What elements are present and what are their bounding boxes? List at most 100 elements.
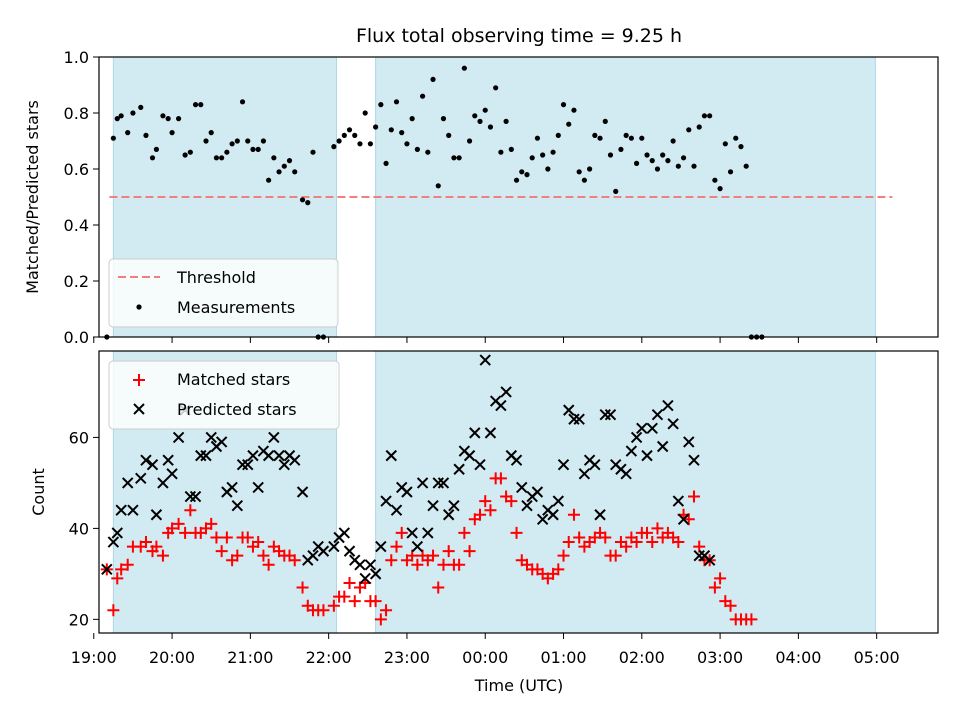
matched-star-point — [609, 549, 622, 562]
y-tick-label: 0.6 — [64, 160, 89, 179]
measurement-point — [286, 158, 293, 164]
y-tick-label: 60 — [69, 428, 89, 447]
measurement-point — [419, 93, 426, 99]
predicted-star-point — [442, 509, 455, 521]
matched-star-point — [262, 558, 275, 571]
measurement-point — [362, 110, 368, 116]
predicted-star-point — [604, 408, 617, 421]
measurement-point — [555, 132, 561, 138]
matched-star-point — [252, 536, 265, 549]
matched-star-point — [179, 526, 192, 539]
measurement-point — [114, 116, 120, 122]
predicted-star-point — [135, 472, 147, 485]
y-tick-label: 0.8 — [64, 104, 89, 123]
measurement-point — [203, 138, 209, 144]
measurement-point — [613, 188, 619, 194]
predicted-star-point — [307, 549, 319, 562]
legend-measurements-label: Measurements — [177, 298, 295, 317]
matched-star-point — [437, 558, 450, 571]
matched-star-point — [573, 531, 586, 544]
predicted-star-point — [375, 540, 387, 553]
predicted-star-point — [463, 449, 476, 462]
predicted-star-point — [552, 495, 565, 507]
matched-star-point — [484, 504, 497, 517]
predicted-star-point — [380, 495, 392, 507]
x-axis-label: Time (UTC) — [474, 676, 563, 695]
measurement-point — [292, 169, 298, 175]
predicted-star-point — [510, 454, 523, 466]
predicted-star-point — [172, 431, 185, 444]
matched-star-point — [552, 563, 565, 576]
measurement-point — [727, 169, 734, 175]
measurement-point — [733, 135, 739, 141]
predicted-star-point — [531, 486, 544, 498]
matched-star-point — [630, 536, 643, 549]
legend-matched-label: Matched stars — [177, 370, 290, 389]
measurement-point — [255, 146, 261, 152]
measurement-point — [571, 107, 577, 113]
measurement-point — [701, 113, 708, 119]
measurement-point — [503, 118, 509, 124]
matched-star-point — [562, 536, 575, 549]
measurement-point — [357, 141, 363, 147]
matched-star-point — [567, 508, 580, 521]
measurement-point — [219, 155, 225, 161]
measurement-point — [675, 163, 681, 169]
ratio-panel: 0.0 0.2 0.4 0.6 0.8 1.0 Threshold Measurements — [64, 48, 939, 347]
matched-star-point — [714, 572, 727, 585]
predicted-star-point — [630, 431, 643, 444]
matched-star-point — [150, 540, 163, 553]
measurement-point — [110, 135, 116, 141]
predicted-star-point — [474, 459, 486, 471]
measurement-point — [305, 200, 311, 206]
predicted-star-point — [401, 486, 413, 498]
predicted-star-point — [646, 422, 658, 435]
predicted-star-point — [693, 549, 705, 562]
predicted-star-point — [157, 477, 169, 489]
measurement-point — [346, 127, 353, 133]
measurement-point — [680, 155, 687, 161]
matched-star-point — [288, 554, 301, 567]
predicted-star-point — [536, 513, 549, 525]
predicted-star-point — [594, 509, 606, 521]
measurement-point — [192, 102, 199, 108]
measurement-point — [456, 155, 462, 161]
measurement-point — [198, 102, 204, 108]
predicted-star-point — [620, 468, 632, 480]
predicted-star-point — [369, 568, 382, 580]
count-y-axis-label: Count — [29, 468, 48, 516]
measurement-point — [644, 152, 650, 158]
measurement-point — [597, 135, 603, 141]
predicted-star-point — [599, 408, 611, 421]
measurement-point — [276, 169, 282, 175]
predicted-star-point — [242, 459, 254, 471]
x-tick-label: 19:00 — [71, 648, 117, 667]
predicted-star-point — [479, 354, 491, 366]
measurement-point — [399, 130, 405, 136]
measurement-point — [367, 141, 374, 147]
matched-star-point — [453, 558, 466, 571]
measurement-point — [414, 146, 420, 152]
measurement-point — [149, 155, 156, 161]
predicted-star-point — [521, 499, 533, 512]
measurement-point — [482, 107, 488, 113]
predicted-star-point — [252, 481, 264, 494]
matched-star-point — [620, 540, 633, 553]
matched-star-point — [427, 549, 440, 562]
matched-star-point — [231, 549, 244, 562]
predicted-star-point — [184, 490, 197, 503]
measurement-point — [250, 146, 256, 152]
matched-star-point — [406, 549, 419, 562]
y-tick-label: 1.0 — [64, 48, 89, 67]
measurement-point — [160, 113, 166, 119]
measurement-point — [118, 113, 124, 119]
predicted-star-point — [354, 559, 366, 571]
predicted-star-point — [573, 413, 585, 425]
predicted-star-point — [247, 449, 259, 462]
predicted-star-point — [328, 540, 340, 553]
measurement-point — [560, 102, 567, 108]
measurement-point — [451, 155, 457, 161]
legend-predicted-label: Predicted stars — [177, 400, 297, 419]
measurement-point — [373, 124, 379, 130]
x-tick-label: 22:00 — [306, 648, 352, 667]
